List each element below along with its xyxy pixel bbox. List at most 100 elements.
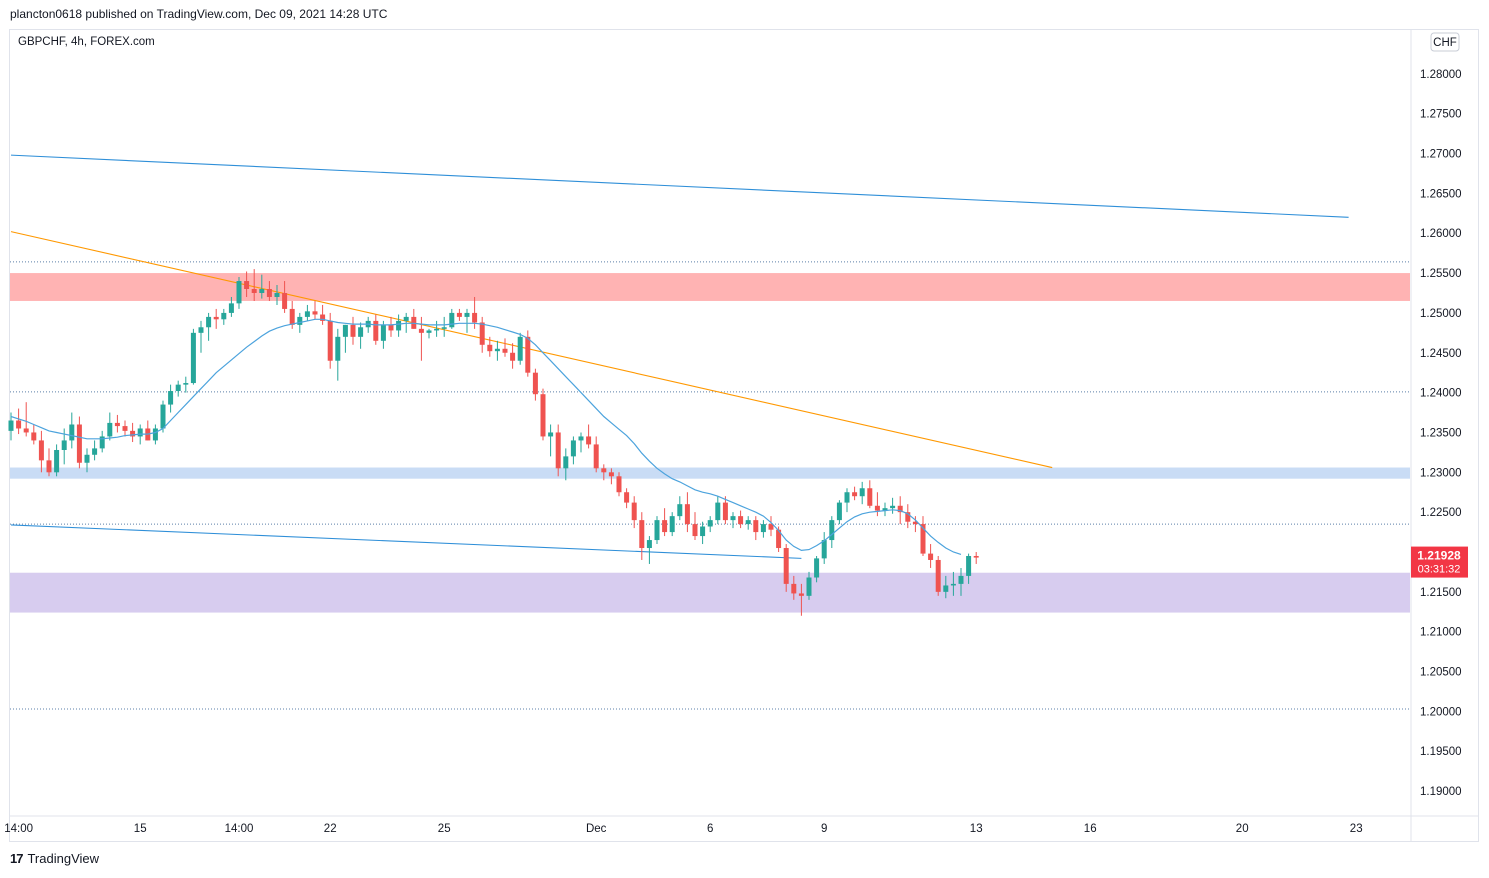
candle [373,314,379,345]
candle-body [320,314,326,321]
candle [532,368,538,401]
candle [570,436,576,465]
candle [631,496,637,529]
candle-body [84,454,90,463]
candle [411,308,417,329]
candle-body [335,336,341,361]
candle [745,516,751,530]
price-tick-label: 1.28000 [1420,69,1462,81]
candle-body [266,289,272,297]
time-tick-label: 9 [821,823,827,835]
candle [259,274,265,299]
candle-body [168,391,174,405]
candle [753,516,759,541]
candle-body [137,428,143,437]
price-tick-label: 1.23500 [1420,427,1462,439]
candle [958,567,964,596]
candle-body [798,593,804,596]
candle [692,512,698,541]
zone-support-blue [10,467,1410,479]
candle [282,281,288,313]
candle [783,544,789,592]
candle [510,343,516,369]
candle-body [548,432,554,437]
currency-label: CHF [1433,37,1457,49]
price-tick-label: 1.19000 [1420,786,1462,798]
candle [829,516,835,549]
candle [722,496,728,525]
candle-body [707,520,713,527]
candle [950,571,956,596]
candle-body [814,558,820,578]
candle-body [859,488,865,497]
candle-body [388,324,394,331]
candle [874,492,880,517]
candle [426,328,432,339]
candle-body [890,505,896,509]
time-tick-label: 25 [438,823,451,835]
candle [586,424,592,449]
candle-body [616,476,622,493]
currency-button[interactable]: CHF [1430,32,1460,52]
candle-body [760,524,766,533]
candle-body [107,422,113,437]
candle [890,497,896,514]
candle [175,380,181,397]
price-tick-label: 1.21500 [1420,587,1462,599]
candle-body [190,332,196,384]
candle-body [373,320,379,341]
candle-body [684,504,690,525]
candle-body [244,281,250,290]
candle [183,376,189,393]
candle-body [563,456,569,469]
candle-body [935,559,941,592]
candle-body [570,440,576,457]
candle-body [601,468,607,473]
candle-body [532,372,538,395]
time-tick-label: 22 [324,823,337,835]
candle-body [472,312,478,323]
candle [806,571,812,600]
candle-body [327,320,333,361]
candle [973,552,979,564]
candle-body [631,502,637,521]
candle-body [608,472,614,477]
moving-average-line [10,318,962,555]
candle [320,304,326,325]
time-axis-layer: 14:00 15 14:00 22 25 Dec 6 9 13 16 20 23 [4,823,1362,835]
time-tick-label: 20 [1236,823,1249,835]
candle-body [905,512,911,522]
candle [715,496,721,525]
candle-body [380,324,386,341]
candle [327,312,333,369]
price-tick-label: 1.21000 [1420,627,1462,639]
price-tag-background [1411,546,1468,578]
candle-body [920,524,926,554]
candle-body [304,311,310,317]
candle [487,336,493,357]
candle-body [251,289,257,293]
candle-body [517,336,523,361]
price-tick-label: 1.24000 [1420,388,1462,400]
candle-body [99,436,105,449]
candle [798,583,804,616]
candle [396,314,402,337]
zone-resistance [10,273,1410,301]
candle-body [282,292,288,309]
trend-line [10,231,1053,469]
time-tick-label: 16 [1084,823,1097,835]
candle [479,316,485,353]
candle [335,328,341,381]
tradingview-logo[interactable]: 17 TradingView [10,851,99,866]
candle [836,500,842,525]
candle [578,432,584,453]
candle [730,512,736,529]
candle [494,340,500,361]
candle [76,416,82,469]
candle [738,510,744,529]
candle [540,388,546,441]
price-tick-label: 1.24500 [1420,348,1462,360]
candle-body [502,348,508,353]
candle [266,281,272,301]
